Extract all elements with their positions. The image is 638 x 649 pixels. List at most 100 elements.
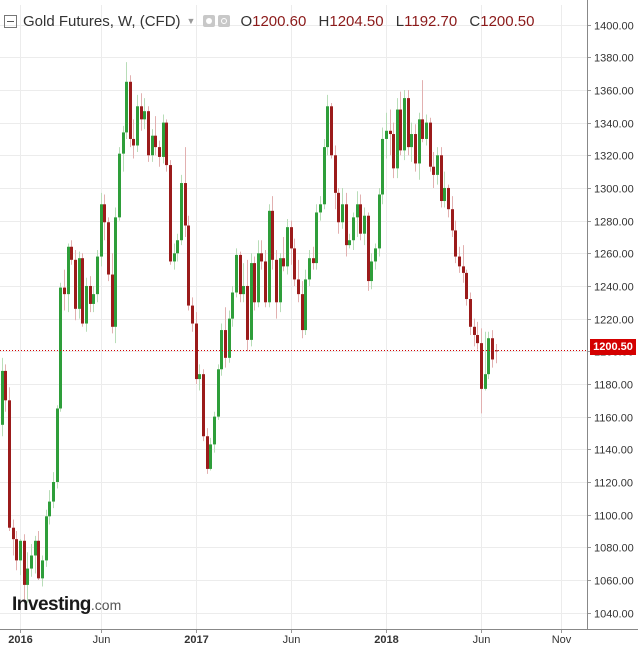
- candle-body: [348, 240, 351, 246]
- candle-body: [454, 230, 457, 257]
- candle-body: [162, 122, 165, 157]
- candle-body: [462, 266, 465, 273]
- candle-body: [436, 155, 439, 175]
- x-tick-label: 2016: [8, 634, 32, 646]
- candle-body: [443, 187, 446, 202]
- investing-logo: Investing.com: [12, 594, 121, 616]
- candle-body: [180, 183, 183, 241]
- y-tick-label: 1060.00: [594, 576, 634, 588]
- candle-body: [286, 227, 289, 267]
- candle-body: [476, 334, 479, 344]
- candle-body: [209, 444, 212, 469]
- candle-body: [378, 194, 381, 249]
- x-tick-label: Jun: [283, 634, 301, 646]
- candle-body: [418, 119, 421, 164]
- chart-title: Gold Futures, W, (CFD): [23, 12, 181, 30]
- candle-body: [242, 285, 245, 295]
- candle-body: [319, 204, 322, 213]
- y-tick-label: 1160.00: [594, 413, 633, 425]
- y-tick-label: 1140.00: [594, 445, 633, 457]
- y-tick-label: 1320.00: [594, 151, 634, 163]
- candle-body: [293, 248, 296, 280]
- candle-body: [158, 147, 161, 157]
- candle-body: [487, 338, 490, 375]
- candle-body: [410, 134, 413, 148]
- x-tick-label: 2017: [184, 634, 208, 646]
- gear-icon[interactable]: [218, 15, 231, 27]
- last-price-badge: 1200.50: [590, 339, 636, 355]
- y-tick-label: 1100.00: [594, 511, 633, 523]
- low-value: 1192.70: [404, 12, 458, 30]
- candle-body: [447, 187, 450, 210]
- candle-body: [326, 106, 329, 148]
- candle-body: [111, 274, 114, 327]
- candle-body: [26, 568, 29, 585]
- candle-body: [250, 263, 253, 340]
- candle-body: [480, 343, 483, 389]
- candle-body: [253, 263, 256, 303]
- candle-body: [491, 338, 494, 360]
- y-tick-label: 1080.00: [594, 543, 634, 555]
- candle-body: [202, 374, 205, 437]
- candle-body: [403, 98, 406, 151]
- candle-body: [330, 106, 333, 156]
- candle-body: [89, 285, 92, 304]
- candle-body: [12, 527, 15, 540]
- y-tick-label: 1260.00: [594, 249, 634, 261]
- candle-body: [217, 369, 220, 417]
- candle-body: [125, 81, 128, 133]
- candle-body: [23, 540, 26, 585]
- candle-body: [67, 246, 70, 295]
- candle-body: [81, 258, 84, 324]
- chart-header: Gold Futures, W, (CFD) ▼ O1200.60 H1204.…: [4, 11, 542, 31]
- logo-suffix: .com: [90, 597, 122, 613]
- candle-body: [184, 183, 187, 226]
- candle-body: [8, 400, 11, 528]
- candle-body: [304, 279, 307, 331]
- eye-icon[interactable]: [203, 15, 216, 27]
- candle-body: [271, 210, 274, 260]
- candle-body: [41, 560, 44, 579]
- candle-body: [308, 258, 311, 280]
- candle-body: [469, 299, 472, 327]
- candle-body: [15, 539, 18, 561]
- candle-body: [96, 256, 99, 295]
- candle-body: [290, 227, 293, 249]
- x-tick-label: Nov: [552, 634, 572, 646]
- collapse-icon[interactable]: [4, 14, 17, 28]
- candle-body: [37, 540, 40, 579]
- candle-body: [246, 285, 249, 340]
- candle-body: [132, 138, 135, 146]
- candle-body: [363, 215, 366, 234]
- candle-body: [341, 204, 344, 223]
- candle-body: [279, 258, 282, 303]
- candle-body: [173, 253, 176, 262]
- y-tick-label: 1280.00: [594, 217, 634, 229]
- candle-body: [440, 155, 443, 202]
- candle-body: [198, 374, 201, 380]
- candle-body: [107, 222, 110, 275]
- candle-body: [282, 258, 285, 267]
- chevron-down-icon[interactable]: ▼: [186, 16, 196, 26]
- candles: [1, 62, 498, 603]
- ohlc-readout: O1200.60 H1204.50 L1192.70 C1200.50: [240, 13, 542, 30]
- candle-body: [165, 122, 168, 166]
- candle-body: [268, 210, 271, 303]
- candle-body: [495, 350, 498, 352]
- candle-body: [176, 240, 179, 254]
- candle-body: [34, 540, 37, 556]
- candle-body: [59, 287, 62, 409]
- candle-body: [63, 287, 66, 295]
- y-tick-label: 1340.00: [594, 119, 634, 131]
- y-tick-label: 1300.00: [594, 184, 634, 196]
- candle-body: [473, 326, 476, 335]
- candle-body: [356, 204, 359, 218]
- candle-body: [260, 253, 263, 262]
- close-value: 1200.50: [480, 12, 535, 30]
- candle-body: [389, 130, 392, 135]
- candle-body: [392, 134, 395, 169]
- candle-body: [19, 540, 22, 561]
- y-tick-label: 1180.00: [594, 380, 633, 392]
- candle-body: [56, 408, 59, 482]
